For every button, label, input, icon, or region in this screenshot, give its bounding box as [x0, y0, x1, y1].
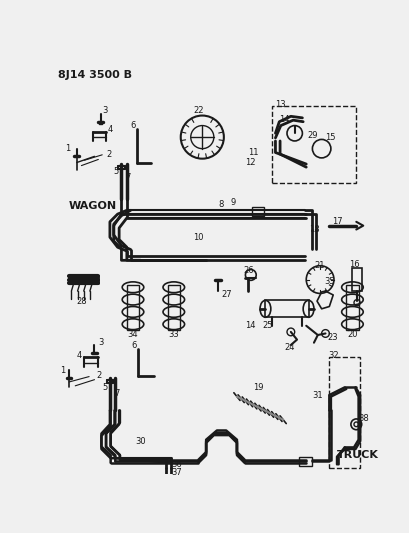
- Text: TRUCK: TRUCK: [337, 450, 379, 460]
- Text: 9: 9: [231, 198, 236, 207]
- Text: WAGON: WAGON: [69, 201, 117, 212]
- Text: 8: 8: [219, 199, 224, 208]
- Text: 29: 29: [308, 131, 318, 140]
- Bar: [127, 285, 139, 329]
- Text: 15: 15: [326, 133, 336, 142]
- Text: 2: 2: [106, 150, 111, 159]
- Text: 24: 24: [284, 343, 294, 352]
- Text: 12: 12: [245, 158, 255, 167]
- Text: 30: 30: [135, 437, 146, 446]
- Text: 2: 2: [97, 372, 102, 381]
- Text: 25: 25: [263, 321, 273, 330]
- Text: 3: 3: [102, 106, 107, 115]
- Text: 14: 14: [279, 115, 290, 124]
- Text: 33: 33: [169, 330, 179, 339]
- Text: 5: 5: [102, 383, 107, 392]
- Text: 13: 13: [275, 100, 286, 109]
- Text: 17: 17: [332, 217, 342, 227]
- Text: 21: 21: [315, 261, 325, 270]
- Text: 37: 37: [171, 467, 182, 477]
- Text: 6: 6: [130, 121, 136, 130]
- Text: 7: 7: [126, 173, 131, 182]
- Bar: [353, 268, 362, 291]
- Text: 36: 36: [171, 460, 182, 469]
- Text: 18: 18: [309, 225, 319, 234]
- Text: 35: 35: [324, 277, 335, 286]
- Bar: [272, 106, 356, 183]
- Bar: [329, 357, 360, 468]
- Text: 31: 31: [312, 391, 323, 400]
- Bar: [346, 285, 359, 329]
- Text: 34: 34: [128, 330, 138, 339]
- Text: 38: 38: [359, 414, 369, 423]
- Text: 23: 23: [328, 333, 338, 342]
- Text: 8J14 3500 B: 8J14 3500 B: [58, 70, 132, 80]
- Text: 26: 26: [243, 266, 254, 275]
- Bar: [265, 301, 308, 317]
- Text: 28: 28: [76, 297, 87, 305]
- Text: 20: 20: [347, 330, 358, 339]
- Text: 22: 22: [193, 106, 204, 115]
- Text: 10: 10: [193, 233, 204, 241]
- Text: 4: 4: [108, 125, 113, 134]
- Text: 27: 27: [222, 290, 232, 300]
- Text: 1: 1: [65, 144, 70, 153]
- Text: 19: 19: [253, 383, 264, 392]
- Bar: [252, 207, 264, 216]
- Bar: [299, 457, 312, 466]
- Text: 14: 14: [245, 321, 256, 330]
- Text: 4: 4: [76, 351, 82, 360]
- Text: 11: 11: [249, 148, 259, 157]
- Text: 32: 32: [328, 351, 339, 360]
- Bar: [168, 285, 180, 329]
- Text: 3: 3: [98, 338, 104, 347]
- Text: 1: 1: [60, 366, 65, 375]
- Text: 7: 7: [114, 389, 119, 398]
- Text: 5: 5: [113, 167, 119, 176]
- Text: 16: 16: [349, 260, 359, 269]
- Text: 6: 6: [132, 341, 137, 350]
